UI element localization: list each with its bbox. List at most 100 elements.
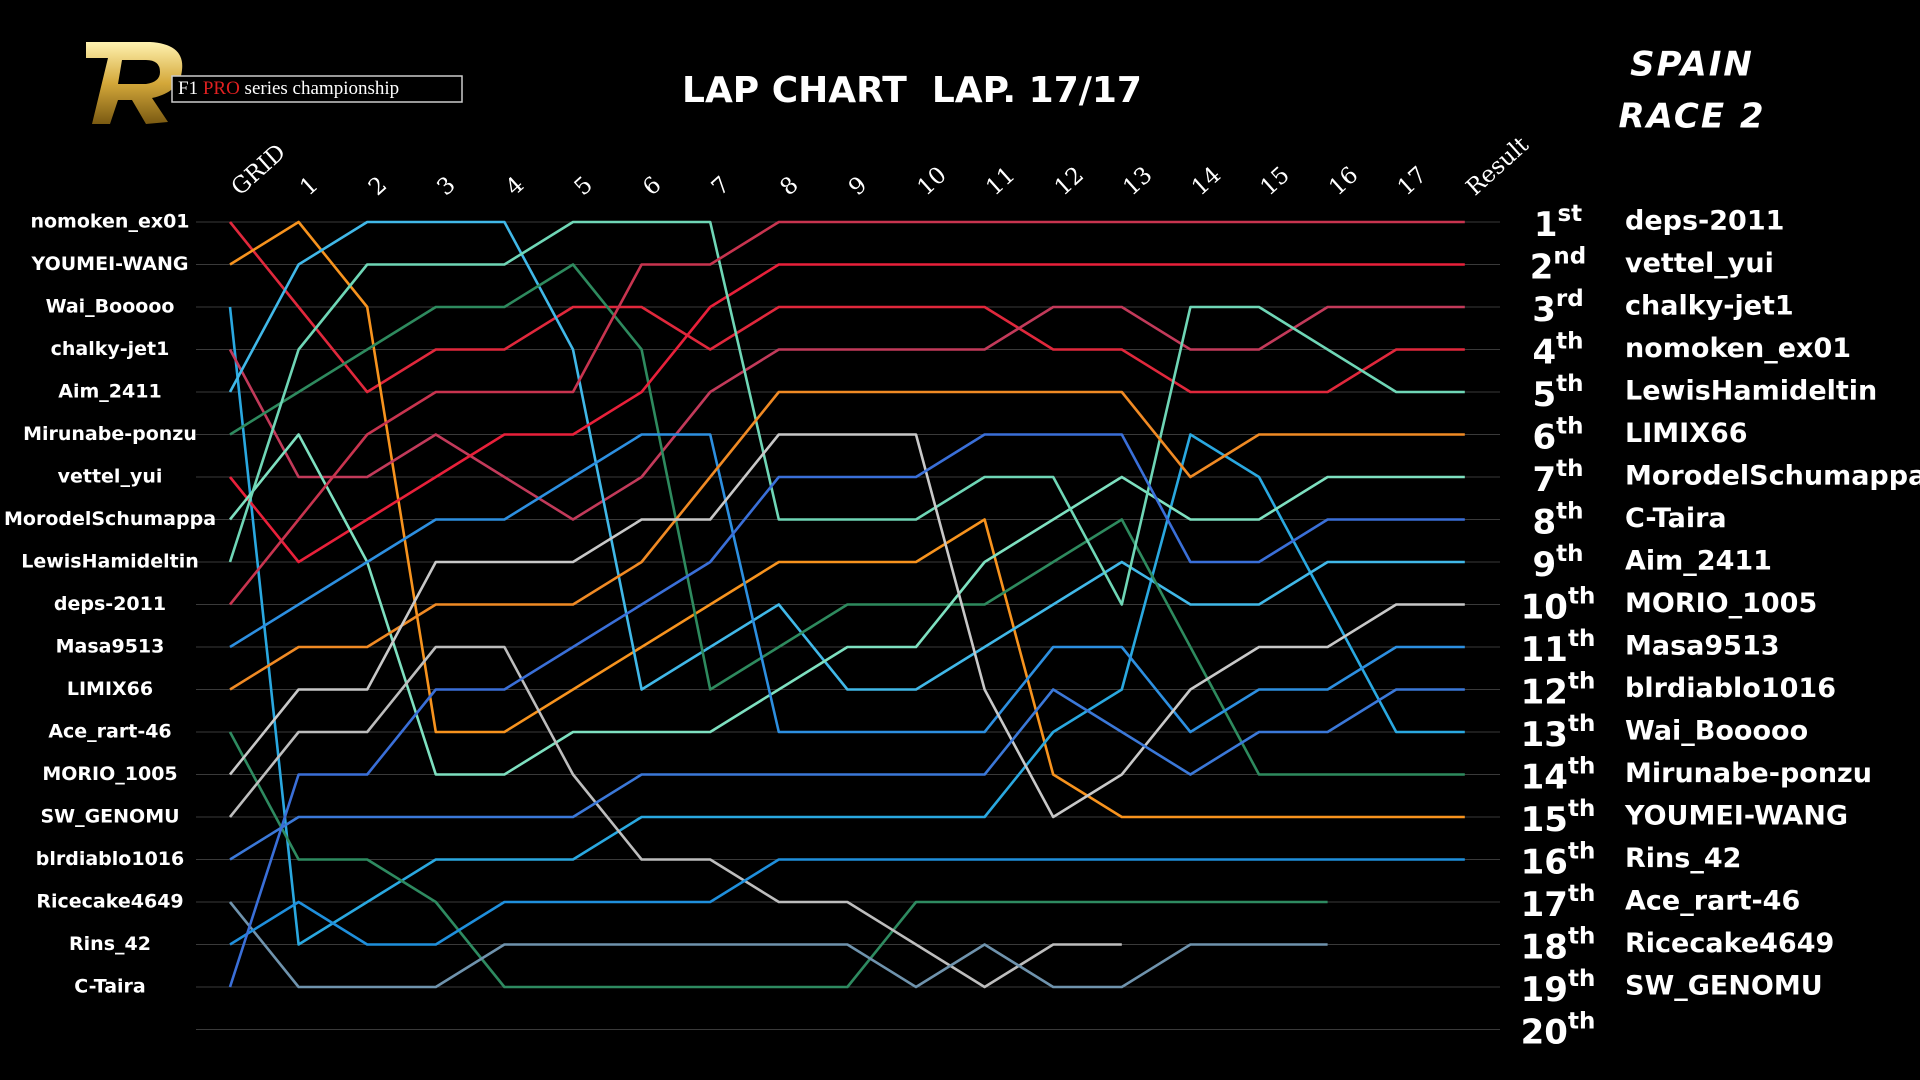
logo-text: F1 PRO series championship [178, 78, 399, 99]
result-driver: MorodelSchumappa [1625, 461, 1920, 492]
grid-driver: Masa9513 [56, 636, 165, 658]
chart-title: LAP CHART LAP. 17/17 [682, 70, 1142, 111]
driver-line [229, 433, 1465, 734]
driver-line [228, 433, 1465, 776]
position-suffix: th [1568, 711, 1595, 737]
result-driver: Mirunabe-ponzu [1625, 758, 1872, 789]
grid-driver: blrdiablo1016 [36, 848, 184, 870]
position-suffix: th [1568, 668, 1595, 694]
position-label: 18th [1521, 923, 1596, 967]
result-driver: vettel_yui [1625, 248, 1774, 279]
result-driver: C-Taira [1625, 503, 1727, 534]
position-number: 13 [1521, 715, 1568, 755]
position-label: 6th [1532, 413, 1583, 457]
driver-line [228, 901, 1328, 989]
logo-box [171, 75, 463, 103]
driver-line [229, 263, 1465, 776]
position-label: 16th [1521, 838, 1596, 882]
grid-driver: nomoken_ex01 [30, 211, 189, 233]
driver-line [229, 858, 1465, 946]
position-number: 18 [1521, 927, 1568, 967]
result-driver: LIMIX66 [1625, 418, 1748, 449]
position-number: 6 [1532, 417, 1556, 457]
driver-line [229, 688, 1465, 861]
result-driver: Ace_rart-46 [1625, 886, 1800, 917]
position-number: 20 [1521, 1012, 1568, 1052]
grid-driver: Ricecake4649 [36, 891, 183, 913]
logo-f1: F1 [178, 78, 198, 99]
result-driver: deps-2011 [1625, 206, 1784, 237]
position-number: 5 [1532, 375, 1556, 415]
position-number: 12 [1521, 672, 1568, 712]
grid-driver: Ace_rart-46 [48, 721, 171, 743]
result-driver: LewisHamideltin [1625, 376, 1877, 407]
grid-driver: MorodelSchumappa [4, 508, 216, 530]
grid-driver: MORIO_1005 [42, 763, 177, 785]
driver-line [228, 433, 1465, 819]
result-driver: nomoken_ex01 [1625, 333, 1851, 364]
position-suffix: th [1568, 1008, 1595, 1034]
result-driver: Wai_Booooo [1625, 716, 1808, 747]
position-label: 9th [1532, 541, 1583, 585]
position-number: 11 [1521, 630, 1568, 670]
driver-line [228, 263, 1465, 564]
position-label: 2nd [1530, 243, 1587, 287]
logo-mark [86, 42, 183, 124]
race-name: RACE 2 [1618, 97, 1765, 137]
position-suffix: st [1557, 201, 1582, 227]
result-driver: Rins_42 [1625, 843, 1741, 874]
position-label: 5th [1532, 371, 1583, 415]
result-driver: MORIO_1005 [1625, 588, 1817, 619]
position-label: 7th [1532, 456, 1583, 500]
position-suffix: nd [1553, 243, 1586, 269]
position-label: 17th [1521, 881, 1596, 925]
driver-line [229, 220, 1465, 819]
logo: F1 PRO series championship [86, 42, 463, 124]
position-label: 15th [1521, 796, 1596, 840]
position-number: 19 [1521, 970, 1568, 1010]
driver-line [228, 731, 1328, 989]
driver-line [228, 433, 1465, 988]
driver-line [228, 221, 1465, 394]
position-label: 14th [1521, 753, 1596, 797]
position-label: 12th [1521, 668, 1596, 712]
position-number: 17 [1521, 885, 1568, 925]
grid-driver: LIMIX66 [67, 678, 153, 700]
grid-driver: chalky-jet1 [51, 338, 170, 360]
grid-driver: SW_GENOMU [40, 806, 179, 828]
position-number: 3 [1532, 290, 1556, 330]
driver-line [228, 306, 1465, 946]
grid-driver: YOUMEI-WANG [31, 253, 189, 275]
driver-line [229, 390, 1465, 691]
driver-line [228, 645, 1122, 989]
result-driver: Masa9513 [1625, 631, 1780, 662]
grid-driver: Mirunabe-ponzu [23, 423, 197, 445]
position-suffix: th [1556, 328, 1583, 354]
grid-driver: C-Taira [74, 976, 146, 998]
logo-series: series championship [245, 78, 400, 99]
position-label: 1st [1534, 201, 1582, 245]
position-suffix: th [1556, 541, 1583, 567]
position-label: 11th [1521, 626, 1596, 670]
position-suffix: th [1568, 583, 1595, 609]
position-number: 8 [1532, 502, 1556, 542]
position-suffix: th [1568, 796, 1595, 822]
driver-line [228, 305, 1465, 521]
position-suffix: th [1568, 923, 1595, 949]
position-number: 4 [1532, 332, 1556, 372]
position-suffix: th [1556, 456, 1583, 482]
result-driver: Ricecake4649 [1625, 928, 1834, 959]
position-suffix: th [1556, 371, 1583, 397]
position-number: 15 [1521, 800, 1568, 840]
result-driver: SW_GENOMU [1625, 971, 1823, 1002]
driver-line [228, 220, 1465, 606]
position-suffix: th [1568, 838, 1595, 864]
result-driver: blrdiablo1016 [1625, 673, 1836, 704]
position-suffix: rd [1556, 286, 1584, 312]
position-suffix: th [1556, 498, 1583, 524]
position-number: 2 [1530, 247, 1554, 287]
position-number: 7 [1532, 460, 1556, 500]
position-number: 1 [1534, 205, 1558, 245]
result-driver: chalky-jet1 [1625, 291, 1794, 322]
